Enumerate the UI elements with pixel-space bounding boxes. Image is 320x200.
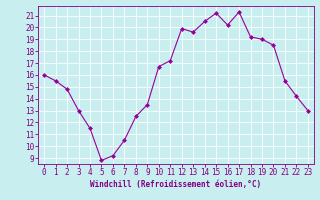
X-axis label: Windchill (Refroidissement éolien,°C): Windchill (Refroidissement éolien,°C) [91,180,261,189]
